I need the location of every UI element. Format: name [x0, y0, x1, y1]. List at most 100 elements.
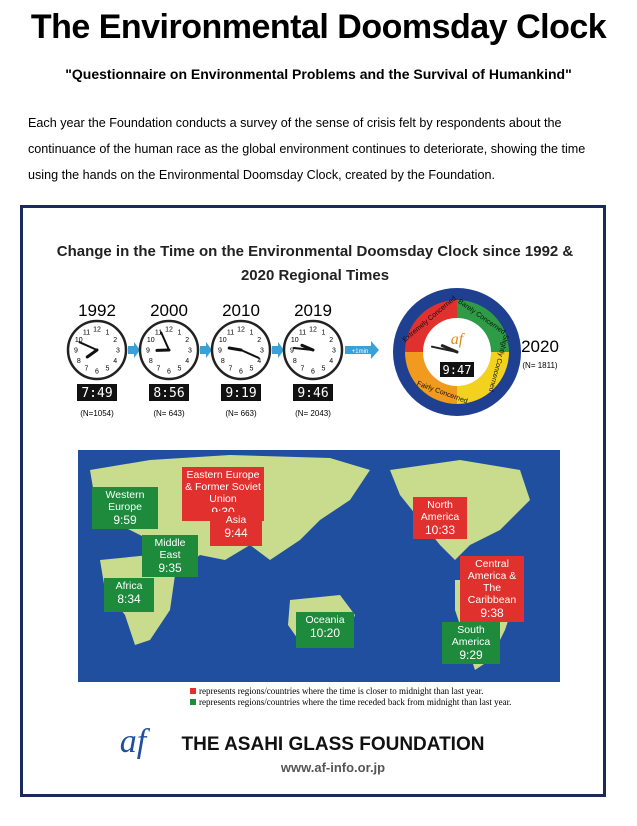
sample-size: (N= 643) — [153, 409, 185, 418]
clock-numeral: 12 — [165, 327, 173, 334]
region-time: 9:59 — [113, 513, 137, 527]
clock-numeral: 1 — [106, 329, 110, 336]
current-year: 2020 — [521, 337, 559, 356]
year-label: 2019 — [294, 301, 332, 320]
infographic-frame — [20, 205, 606, 797]
year-label: 2010 — [222, 301, 260, 320]
region-box: Asia 9:44 — [210, 512, 262, 546]
clock-numeral: 12 — [93, 327, 101, 334]
clock-numeral: 2 — [329, 337, 333, 344]
infographic-heading: Change in the Time on the Environmental … — [56, 243, 574, 284]
legend-item: represents regions/countries where the t… — [190, 686, 483, 696]
region-name: South America — [451, 624, 491, 648]
clock-numeral: 5 — [322, 366, 326, 373]
region-time: 8:34 — [117, 592, 141, 606]
clock-numeral: 9 — [218, 348, 222, 355]
clock-numeral: 1 — [178, 329, 182, 336]
clock-numeral: 4 — [257, 358, 261, 365]
arrow — [200, 342, 212, 358]
region-box: Oceania 10:20 — [296, 612, 354, 648]
clock-numeral: 7 — [301, 366, 305, 373]
footer-url: www.af-info.or.jp — [280, 760, 385, 775]
clock-numeral: 8 — [221, 358, 225, 365]
arrow — [272, 342, 284, 358]
region-name: North America — [420, 499, 460, 523]
clock-numeral: 11 — [227, 329, 234, 336]
legend-text: represents regions/countries where the t… — [199, 686, 484, 696]
year-label: 1992 — [78, 301, 116, 320]
region-time: 9:35 — [158, 561, 182, 575]
clock-numeral: 1 — [250, 329, 254, 336]
clock-numeral: 9 — [74, 348, 78, 355]
clock-numeral: 2 — [257, 337, 261, 344]
digital-box — [293, 384, 333, 401]
clock-numeral: 8 — [149, 358, 153, 365]
clock-numeral: 8 — [293, 358, 297, 365]
clock-numeral: 12 — [237, 327, 245, 334]
clock-numeral: 6 — [167, 369, 171, 376]
region-name: Africa — [115, 580, 143, 592]
clock-numeral: 6 — [95, 369, 99, 376]
digital-box — [149, 384, 189, 401]
clock-numeral: 7 — [229, 366, 233, 373]
region-time: 9:38 — [480, 606, 504, 620]
clock-numeral: 7 — [85, 366, 89, 373]
region-box: Middle East 9:35 — [142, 535, 198, 577]
footer-name: THE ASAHI GLASS FOUNDATION — [182, 734, 485, 755]
clock-numeral: 10 — [219, 337, 227, 344]
region-name: Asia — [225, 514, 247, 526]
title: The Environmental Doomsday Clock — [30, 8, 607, 46]
legend-item: represents regions/countries where the t… — [190, 697, 511, 707]
clock-numeral: 11 — [83, 329, 90, 336]
region-box: Africa 8:34 — [104, 578, 154, 612]
sample-size: (N= 663) — [225, 409, 257, 418]
region-time: 9:29 — [459, 648, 483, 662]
clock-numeral: 8 — [77, 358, 81, 365]
region-time: 10:33 — [424, 523, 456, 537]
region-time: 9:44 — [224, 526, 248, 540]
arrow — [128, 342, 140, 358]
increment: +1min — [352, 349, 369, 355]
region-name: Middle East — [154, 537, 186, 561]
region-box: Western Europe 9:59 — [92, 487, 158, 529]
digital-time: 7:49 — [81, 386, 112, 401]
sample-size: (N=1054) — [80, 409, 114, 418]
clock-numeral: 5 — [178, 366, 182, 373]
clock-numeral: 10 — [75, 337, 83, 344]
clock-numeral: 9 — [290, 348, 294, 355]
hour-hand — [85, 348, 99, 359]
clock-numeral: 1 — [322, 329, 326, 336]
clock-numeral: 2 — [113, 337, 117, 344]
region-name: Oceania — [305, 614, 345, 626]
legend-text: represents regions/countries where the t… — [199, 697, 512, 707]
subtitle: "Questionnaire on Environmental Problems… — [65, 66, 572, 82]
clock-numeral: 9 — [146, 348, 150, 355]
clock-numeral: 2 — [185, 337, 189, 344]
minute-hand — [292, 346, 314, 351]
digital-time: 9:47 — [443, 363, 472, 377]
hour-hand — [227, 346, 243, 352]
legend-swatch — [190, 688, 196, 694]
region-name: Eastern Europe & Former Soviet Union — [185, 469, 261, 505]
clock-numeral: 10 — [147, 337, 155, 344]
clock-numeral: 5 — [250, 366, 254, 373]
digital-time: 8:56 — [153, 386, 184, 401]
region-name: Western Europe — [105, 489, 145, 513]
clock-numeral: 5 — [106, 366, 110, 373]
digital-time: 9:19 — [225, 386, 256, 401]
region-box: North America 10:33 — [413, 497, 467, 539]
region-name: Central America & The Caribbean — [467, 558, 517, 606]
clock-numeral: 7 — [157, 366, 161, 373]
minute-hand — [78, 341, 98, 351]
clock-numeral: 4 — [185, 358, 189, 365]
sample-size: (N= 2043) — [295, 409, 331, 418]
clock-numeral: 3 — [332, 348, 336, 355]
region-box: South America 9:29 — [442, 622, 500, 664]
clock-numeral: 3 — [116, 348, 120, 355]
region-box: Central America & The Caribbean 9:38 — [460, 556, 524, 622]
digital-time: 9:46 — [297, 386, 328, 401]
minute-hand — [240, 349, 260, 359]
current-sample-size: (N= 1811) — [522, 361, 558, 370]
year-label: 2000 — [150, 301, 188, 320]
